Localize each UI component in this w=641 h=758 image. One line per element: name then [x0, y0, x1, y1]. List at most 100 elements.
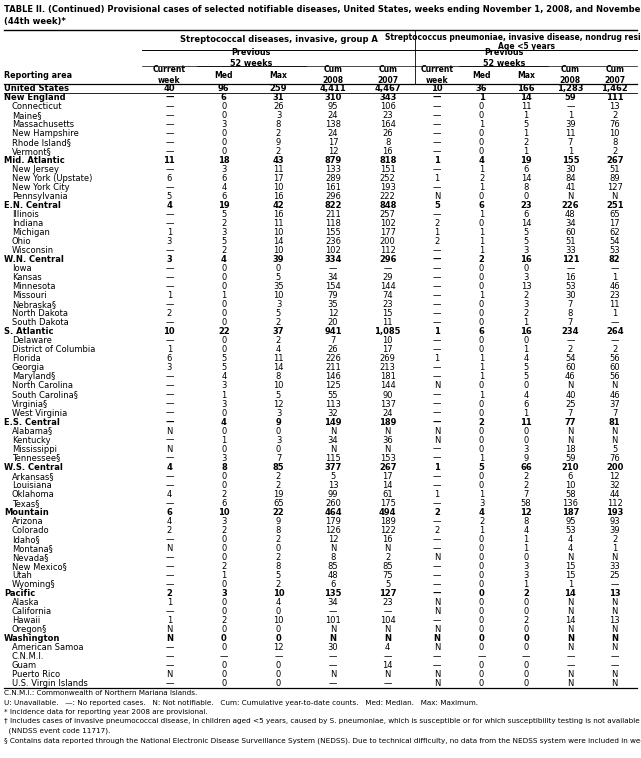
Text: N: N	[612, 670, 618, 679]
Text: 0: 0	[221, 580, 226, 589]
Text: 0: 0	[479, 471, 484, 481]
Text: 0: 0	[221, 346, 226, 355]
Text: 0: 0	[221, 543, 226, 553]
Text: 76: 76	[610, 453, 620, 462]
Text: N: N	[567, 679, 574, 688]
Text: 0: 0	[221, 427, 226, 436]
Text: —: —	[433, 129, 442, 138]
Text: 1: 1	[434, 462, 440, 471]
Text: —: —	[383, 652, 392, 661]
Text: 0: 0	[479, 381, 484, 390]
Text: 2: 2	[276, 318, 281, 327]
Text: 8: 8	[276, 526, 281, 534]
Text: N: N	[567, 625, 574, 634]
Text: 1: 1	[523, 111, 529, 120]
Text: Utah: Utah	[12, 571, 32, 580]
Text: —: —	[165, 471, 174, 481]
Text: 99: 99	[328, 490, 338, 499]
Text: 10: 10	[272, 589, 285, 598]
Text: 5: 5	[479, 462, 485, 471]
Text: 9: 9	[276, 418, 281, 427]
Text: 40: 40	[565, 390, 576, 399]
Text: 5: 5	[221, 237, 226, 246]
Text: 1,462: 1,462	[601, 84, 628, 93]
Text: 16: 16	[273, 210, 284, 219]
Text: 26: 26	[273, 102, 284, 111]
Text: 6: 6	[523, 210, 529, 219]
Text: E.N. Central: E.N. Central	[4, 201, 61, 210]
Text: 3: 3	[523, 246, 529, 255]
Text: —: —	[165, 219, 174, 228]
Text: —: —	[165, 282, 174, 291]
Text: 267: 267	[379, 462, 396, 471]
Text: 0: 0	[479, 265, 484, 274]
Text: —: —	[433, 562, 442, 571]
Text: Colorado: Colorado	[12, 526, 49, 534]
Text: New Hampshire: New Hampshire	[12, 129, 79, 138]
Text: 126: 126	[325, 526, 341, 534]
Text: American Samoa: American Samoa	[12, 643, 83, 652]
Text: 4: 4	[568, 543, 573, 553]
Text: New Mexico§: New Mexico§	[12, 562, 67, 571]
Text: 60: 60	[565, 228, 576, 237]
Text: 2: 2	[167, 589, 172, 598]
Text: 211: 211	[325, 210, 341, 219]
Text: 6: 6	[523, 399, 529, 409]
Text: 234: 234	[562, 327, 579, 337]
Text: Oregon§: Oregon§	[12, 625, 47, 634]
Text: 4: 4	[385, 643, 390, 652]
Text: 14: 14	[520, 174, 531, 183]
Text: 76: 76	[610, 120, 620, 129]
Text: 48: 48	[565, 210, 576, 219]
Text: N: N	[385, 625, 391, 634]
Text: —: —	[433, 445, 442, 453]
Text: —: —	[165, 381, 174, 390]
Text: —: —	[165, 643, 174, 652]
Text: 104: 104	[380, 616, 395, 625]
Text: 127: 127	[379, 589, 396, 598]
Text: —: —	[433, 471, 442, 481]
Text: 1: 1	[479, 210, 484, 219]
Text: 0: 0	[523, 625, 529, 634]
Text: 96: 96	[218, 84, 229, 93]
Text: 177: 177	[379, 228, 395, 237]
Text: 14: 14	[273, 237, 284, 246]
Text: N: N	[434, 634, 441, 643]
Text: North Dakota: North Dakota	[12, 309, 68, 318]
Text: 43: 43	[272, 156, 285, 165]
Text: 39: 39	[273, 255, 284, 265]
Text: 149: 149	[324, 418, 342, 427]
Text: 2: 2	[221, 526, 226, 534]
Text: 4: 4	[167, 517, 172, 526]
Text: 11: 11	[520, 102, 531, 111]
Text: Mid. Atlantic: Mid. Atlantic	[4, 156, 65, 165]
Text: —: —	[165, 129, 174, 138]
Text: 10: 10	[383, 337, 393, 346]
Text: 35: 35	[273, 282, 284, 291]
Text: 12: 12	[273, 643, 284, 652]
Text: 3: 3	[523, 445, 529, 453]
Text: 0: 0	[276, 670, 281, 679]
Text: N: N	[567, 598, 574, 607]
Text: —: —	[165, 183, 174, 193]
Text: 29: 29	[383, 274, 393, 282]
Text: 0: 0	[276, 607, 281, 615]
Text: —: —	[433, 255, 442, 265]
Text: 17: 17	[273, 174, 284, 183]
Text: 3: 3	[523, 562, 529, 571]
Text: Pacific: Pacific	[4, 589, 35, 598]
Text: 0: 0	[221, 300, 226, 309]
Text: N: N	[166, 670, 172, 679]
Text: N: N	[434, 625, 440, 634]
Text: 13: 13	[609, 589, 620, 598]
Text: —: —	[433, 138, 442, 147]
Text: Alabama§: Alabama§	[12, 427, 53, 436]
Text: 0: 0	[523, 661, 529, 670]
Text: 822: 822	[324, 201, 342, 210]
Text: 6: 6	[167, 355, 172, 363]
Text: 0: 0	[276, 625, 281, 634]
Text: W.N. Central: W.N. Central	[4, 255, 64, 265]
Text: —: —	[522, 652, 530, 661]
Text: 0: 0	[523, 381, 529, 390]
Text: —: —	[329, 679, 337, 688]
